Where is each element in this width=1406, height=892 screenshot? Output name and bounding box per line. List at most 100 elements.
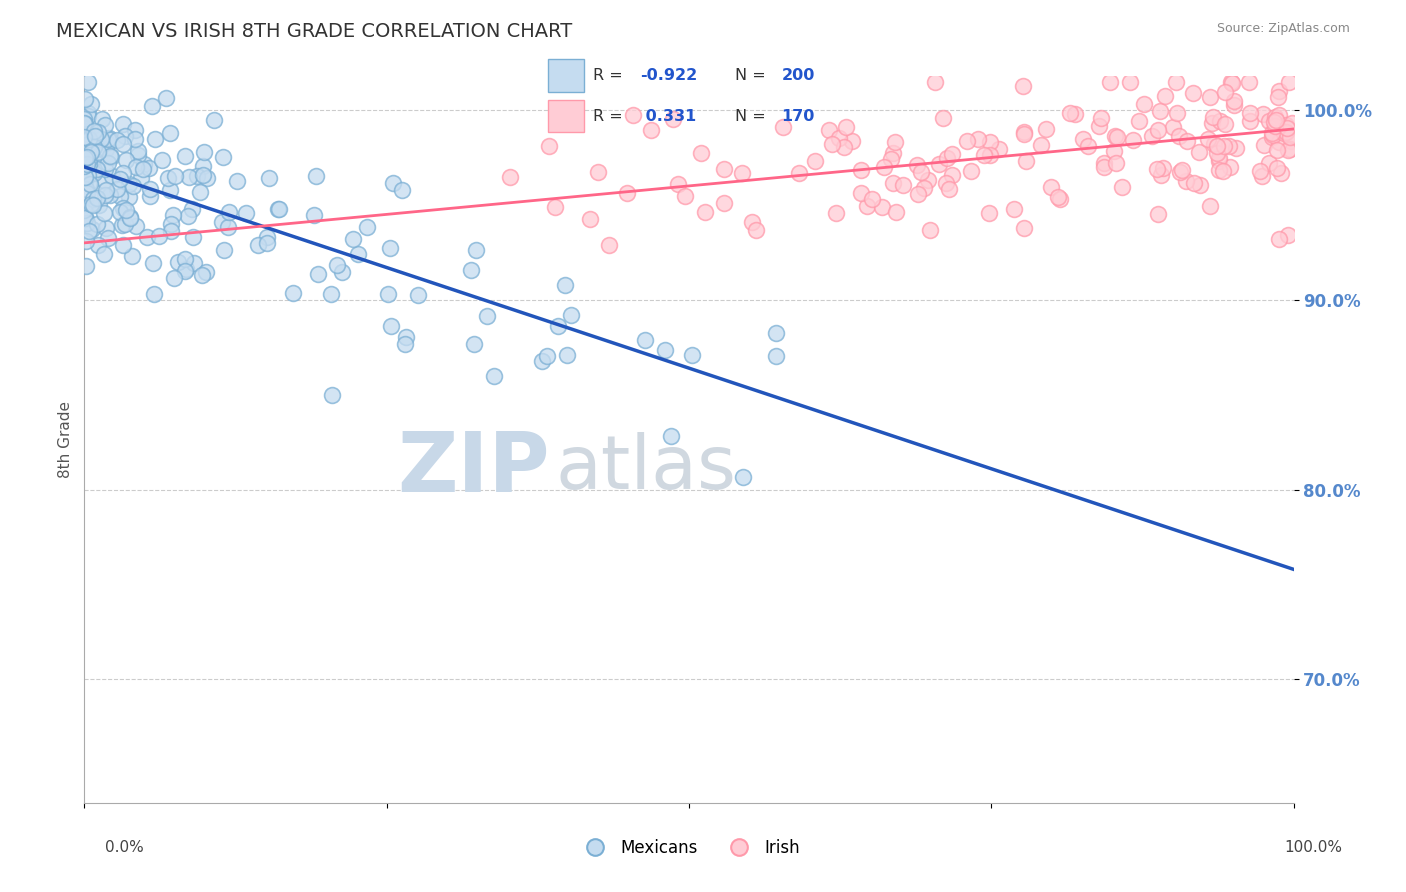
Point (100, 188, 122, 202)
Point (217, 220, 239, 235)
Point (666, 177, 689, 191)
Point (76, 157, 98, 171)
Point (73, 116, 96, 130)
Point (960, 164, 983, 178)
Point (321, 388, 343, 402)
Point (1225, 141, 1247, 155)
Point (160, 217, 183, 231)
Point (681, 348, 703, 362)
Point (1168, 164, 1191, 178)
Point (536, 349, 558, 363)
Point (304, 208, 326, 222)
Point (342, 232, 364, 246)
Point (181, 230, 204, 244)
Point (191, 159, 214, 173)
Point (1268, 84, 1291, 98)
Point (136, 229, 159, 244)
Point (1182, 86, 1205, 100)
Text: 0.0%: 0.0% (105, 840, 145, 855)
Point (73, 186, 96, 200)
Point (259, 171, 281, 186)
Point (108, 205, 131, 219)
Point (910, 164, 932, 178)
Point (821, 136, 844, 151)
Point (1261, 126, 1284, 140)
Point (174, 149, 197, 163)
Point (1099, 74, 1122, 88)
Point (76, 234, 98, 248)
Point (381, 176, 404, 190)
Point (305, 169, 328, 184)
Point (884, 204, 907, 219)
Point (1170, 163, 1192, 178)
Point (120, 211, 142, 226)
Point (118, 177, 141, 191)
Point (1206, 146, 1229, 161)
Point (94, 188, 117, 202)
Text: R =: R = (593, 68, 628, 83)
Point (499, 169, 522, 184)
Point (93, 247, 115, 261)
Point (194, 265, 217, 279)
Point (935, 176, 957, 190)
Point (94, 142, 117, 156)
Point (148, 229, 170, 244)
Point (94, 118, 117, 132)
Point (662, 112, 685, 127)
Point (1146, 161, 1168, 176)
Point (111, 117, 134, 131)
Point (112, 202, 135, 216)
Point (907, 158, 929, 172)
Point (1237, 74, 1260, 88)
Point (73, 203, 96, 218)
Point (90, 132, 112, 146)
Point (82, 197, 104, 211)
Point (1277, 227, 1299, 242)
Point (330, 265, 353, 279)
Point (83, 124, 105, 138)
Point (167, 255, 190, 269)
Point (765, 326, 787, 340)
Point (108, 171, 131, 186)
Point (560, 308, 582, 322)
Point (1012, 78, 1035, 93)
Point (713, 162, 735, 177)
Point (138, 161, 160, 175)
Point (91, 112, 114, 127)
Point (1253, 138, 1275, 153)
Point (1107, 130, 1129, 145)
Point (98, 149, 121, 163)
Point (86, 191, 108, 205)
Point (79, 152, 101, 166)
Point (1222, 94, 1244, 108)
Point (114, 218, 136, 232)
Point (111, 136, 134, 151)
Point (1263, 114, 1285, 128)
Point (138, 188, 160, 202)
Point (1092, 160, 1115, 174)
Point (86, 156, 108, 170)
Point (1267, 90, 1289, 104)
Point (122, 178, 145, 193)
Point (1164, 74, 1187, 88)
Point (920, 223, 942, 237)
Point (73, 121, 96, 136)
Point (79, 178, 101, 192)
Point (1278, 142, 1301, 156)
Point (77, 132, 100, 146)
Point (1140, 128, 1163, 143)
Point (225, 174, 247, 188)
Point (1251, 169, 1274, 184)
Point (77, 136, 100, 151)
Point (1212, 138, 1234, 153)
Point (1277, 121, 1299, 136)
Point (211, 150, 233, 164)
Point (1154, 89, 1177, 103)
Point (177, 170, 200, 185)
Point (825, 206, 848, 220)
Point (73, 169, 96, 184)
Point (924, 74, 946, 88)
Point (935, 151, 957, 165)
Point (860, 192, 883, 206)
Point (977, 205, 1000, 219)
